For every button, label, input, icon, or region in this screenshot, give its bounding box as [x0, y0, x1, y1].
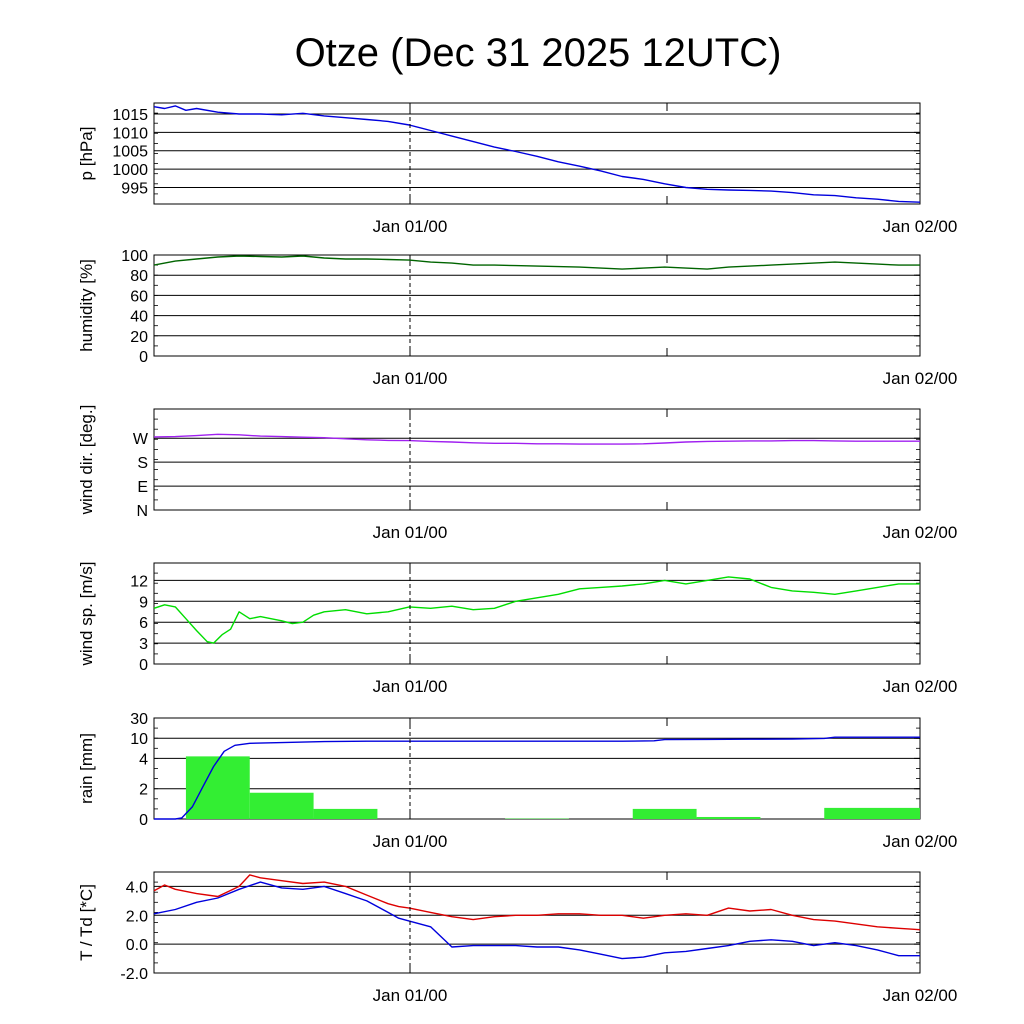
x-tick-label: Jan 02/00: [883, 217, 958, 236]
y-tick-label: 3: [139, 636, 148, 653]
y-tick-label: 2.0: [126, 908, 148, 925]
panel-rain: 0 2 4 10 30 rain [mm] Jan 01/00 Jan 02/00: [77, 711, 957, 851]
rain-bar: [185, 756, 250, 819]
y-axis-label: humidity [%]: [77, 259, 96, 352]
x-tick-label: Jan 01/00: [373, 832, 448, 851]
y-tick-label: 4.0: [126, 879, 148, 896]
y-tick-label: 100: [121, 248, 148, 265]
x-tick-label: Jan 01/00: [373, 217, 448, 236]
y-tick-label: 80: [130, 268, 148, 285]
x-tick-label: Jan 02/00: [883, 369, 958, 388]
chart-title: Otze (Dec 31 2025 12UTC): [295, 31, 782, 75]
series-line-Td: [153, 881, 920, 960]
x-tick-label: Jan 02/00: [883, 986, 958, 1005]
x-tick-label: Jan 01/00: [373, 986, 448, 1005]
y-tick-label: E: [137, 479, 148, 496]
x-tick-label: Jan 02/00: [883, 523, 958, 542]
y-tick-label: 40: [130, 309, 148, 326]
y-tick-label: 0: [139, 349, 148, 366]
y-axis-label: T / Td [*C]: [77, 884, 96, 961]
x-tick-label: Jan 01/00: [373, 369, 448, 388]
x-tick-label: Jan 01/00: [373, 523, 448, 542]
y-tick-label: S: [137, 455, 148, 472]
series-line-p: [153, 105, 921, 203]
x-tick-label: Jan 01/00: [373, 677, 448, 696]
y-tick-label: 995: [121, 180, 148, 197]
y-axis-label: p [hPa]: [77, 127, 96, 181]
y-tick-label: 4: [139, 751, 148, 768]
y-axis-label: rain [mm]: [77, 733, 96, 804]
y-tick-label: 1015: [112, 107, 148, 124]
x-tick-label: Jan 02/00: [883, 832, 958, 851]
panel-wind_speed: 0 3 6 9 12 wind sp. [m/s] Jan 01/00 Jan 02/00: [77, 562, 957, 696]
panel-humidity: 0 20 40 60 80 100 humidity [%] Jan 01/00 Jan 02/…: [77, 248, 957, 388]
x-tick-label: Jan 02/00: [883, 677, 958, 696]
y-tick-label: 12: [130, 573, 148, 590]
y-tick-label: N: [136, 503, 148, 520]
y-tick-label: 1000: [112, 162, 148, 179]
y-tick-label: 2: [139, 782, 148, 799]
y-tick-label: 60: [130, 288, 148, 305]
y-tick-label: 20: [130, 329, 148, 346]
rain-bar: [632, 808, 697, 819]
y-axis-label: wind dir. [deg.]: [77, 405, 96, 516]
series-line-speed: [153, 576, 920, 644]
rain-bar: [313, 808, 378, 819]
y-axis-label: wind sp. [m/s]: [77, 562, 96, 667]
rain-bar: [696, 816, 761, 819]
y-tick-label: -2.0: [120, 966, 148, 983]
y-tick-label: 10: [130, 731, 148, 748]
rain-bar: [824, 807, 920, 819]
series-line-dir: [153, 433, 920, 445]
y-tick-label: 6: [139, 615, 148, 632]
y-tick-label: 1010: [112, 125, 148, 142]
series-line-T: [153, 874, 921, 931]
series-line-rh: [153, 255, 920, 270]
y-tick-label: 30: [130, 711, 148, 728]
y-tick-label: W: [133, 431, 149, 448]
y-tick-label: 0.0: [126, 937, 148, 954]
y-tick-label: 0: [139, 812, 148, 829]
y-tick-label: 9: [139, 594, 148, 611]
panel-temperature: -2.0 0.0 2.0 4.0 T / Td [*C] Jan 01/00 Jan 02/…: [77, 871, 958, 1005]
rain-bar: [249, 792, 314, 819]
series-line-accumulated: [154, 736, 920, 820]
y-tick-label: 1005: [112, 144, 148, 161]
y-tick-label: 0: [139, 657, 148, 674]
